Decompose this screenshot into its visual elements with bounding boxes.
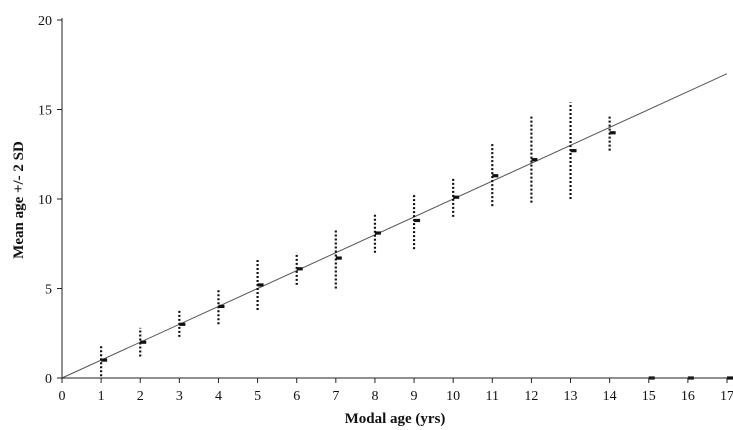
x-tick-label: 15 — [642, 389, 656, 404]
x-tick-label: 6 — [293, 389, 300, 404]
mean-marker — [296, 267, 303, 271]
x-tick-label: 0 — [59, 389, 66, 404]
y-tick-label: 15 — [38, 104, 52, 119]
mean-marker — [414, 218, 421, 223]
error-bars-layer — [100, 102, 611, 377]
x-tick-label: 10 — [446, 389, 460, 404]
x-tick-label: 7 — [332, 389, 339, 404]
x-tick-label: 13 — [564, 389, 578, 404]
y-tick-label: 5 — [45, 283, 52, 298]
mean-markers-layer — [101, 131, 733, 380]
x-tick-label: 4 — [215, 389, 222, 404]
x-tick-label: 11 — [486, 389, 499, 404]
mean-marker — [101, 358, 108, 362]
x-tick-label: 1 — [98, 389, 105, 404]
x-tick-label: 5 — [254, 389, 261, 404]
mean-marker — [218, 304, 225, 308]
x-tick-label: 2 — [137, 389, 144, 404]
mean-marker — [727, 376, 733, 380]
mean-marker — [374, 231, 381, 235]
x-tick-label: 3 — [176, 389, 183, 404]
mean-marker — [492, 174, 499, 178]
mean-marker — [140, 340, 147, 344]
x-tick-label: 9 — [411, 389, 418, 404]
reference-line-layer — [61, 73, 728, 379]
y-tick-label: 0 — [45, 372, 52, 387]
x-tick-label: 16 — [681, 389, 695, 404]
x-tick-label: 12 — [524, 389, 538, 404]
axes — [57, 18, 728, 383]
x-tick-label: 17 — [720, 389, 733, 404]
y-tick-label: 20 — [38, 14, 52, 29]
mean-marker — [335, 256, 342, 260]
x-tick-label: 14 — [603, 389, 617, 404]
mean-marker — [570, 149, 577, 153]
y-tick-label: 10 — [38, 193, 52, 208]
mean-marker — [531, 158, 538, 162]
mean-marker — [179, 322, 186, 326]
mean-marker — [257, 283, 264, 287]
y-axis-title: Mean age +/- 2 SD — [11, 141, 27, 259]
x-axis-title: Modal age (yrs) — [345, 411, 446, 427]
mean-marker — [453, 195, 460, 199]
x-tick-label: 8 — [371, 389, 378, 404]
reference-line — [61, 73, 728, 379]
mean-marker — [609, 131, 616, 135]
